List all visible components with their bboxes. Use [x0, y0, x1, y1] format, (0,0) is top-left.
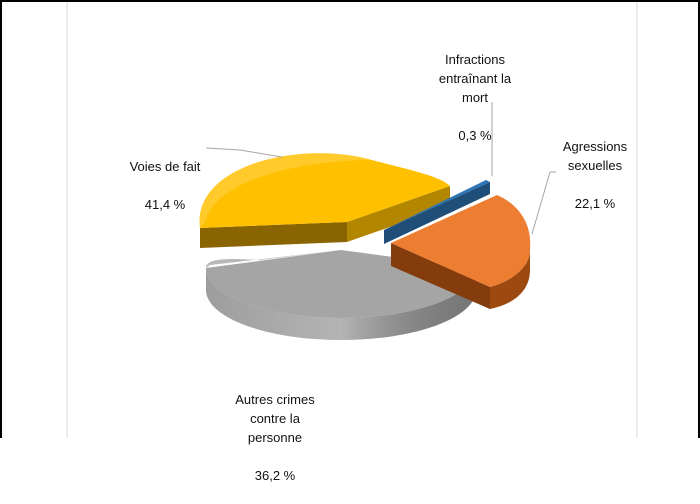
label-voies-de-fait-value: 41,4 %: [144, 197, 186, 212]
leader-line-agressions: [531, 171, 556, 235]
slice-agressions-sexuelles: [391, 195, 531, 309]
label-autres-crimes-name: Autres crimes contre la personne: [235, 392, 315, 445]
label-infractions-name: Infractions entraînant la mort: [438, 52, 512, 105]
label-infractions: Infractions entraînant la mort 0,3 %: [405, 31, 545, 164]
pie-chart: [66, 2, 638, 438]
label-agressions: Agressions sexuelles 22,1 %: [535, 118, 655, 232]
chart-frame: [0, 0, 700, 438]
leader-line-voies-de-fait: [205, 147, 283, 158]
label-voies-de-fait-name: Voies de fait: [129, 159, 201, 174]
label-agressions-value: 22,1 %: [574, 196, 616, 211]
label-agressions-name: Agressions sexuelles: [562, 139, 628, 173]
label-voies-de-fait: Voies de fait 41,4 %: [105, 138, 225, 233]
label-autres-crimes-value: 36,2 %: [254, 468, 296, 483]
label-infractions-value: 0,3 %: [458, 128, 492, 143]
slice-voies-de-fait: [199, 153, 450, 248]
slice-infractions-mort: [384, 180, 490, 244]
